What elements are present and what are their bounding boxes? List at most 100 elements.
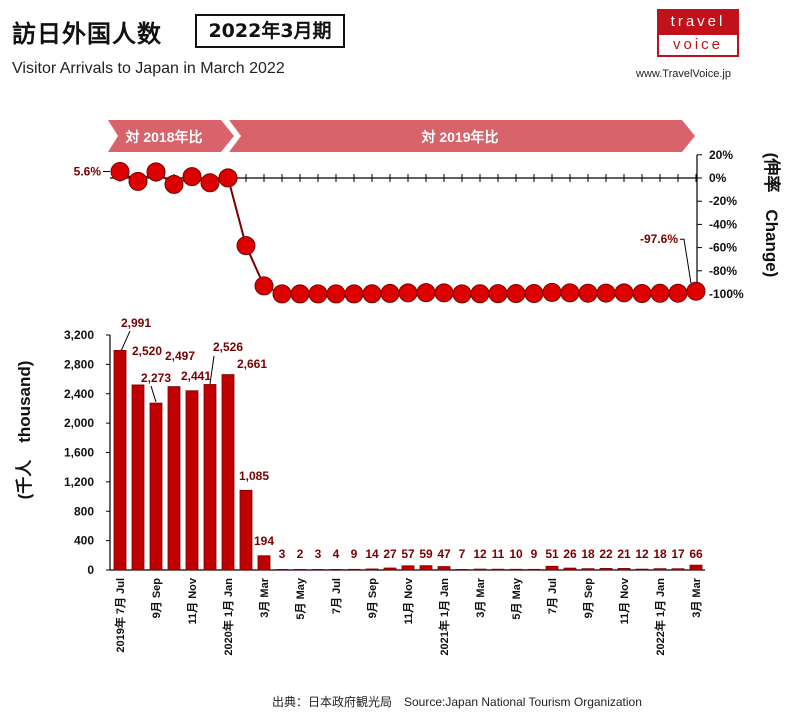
growth-point xyxy=(560,283,580,303)
period-badge: 2022年3月期 xyxy=(195,14,345,48)
bar-y-tick-label: 3,200 xyxy=(64,328,94,342)
bar-x-tick-label: 2019年 7月 Jul xyxy=(113,578,127,653)
visitor-bar xyxy=(401,565,415,571)
travelvoice-logo[interactable]: travel voice xyxy=(657,9,739,57)
data-label-leader xyxy=(150,385,157,403)
bar-data-label: 2,441 xyxy=(181,369,211,383)
visitor-bar xyxy=(131,384,145,571)
growth-annotation: 5.6% xyxy=(74,165,102,179)
bar-x-tick-label: 3月 Mar xyxy=(474,577,487,617)
growth-point xyxy=(128,171,148,191)
visitor-bar xyxy=(365,568,379,571)
growth-point xyxy=(308,284,328,304)
visitor-bar xyxy=(527,568,541,571)
growth-point xyxy=(182,167,202,187)
bar-data-label: 11 xyxy=(492,547,505,561)
bar-data-label: 2 xyxy=(297,547,304,561)
bar-data-label: 2,991 xyxy=(121,316,151,330)
site-url[interactable]: www.TravelVoice.jp xyxy=(636,68,731,80)
bar-x-tick-label: 9月 Sep xyxy=(582,578,595,619)
growth-point xyxy=(236,236,256,256)
bar-x-tick-label: 7月 Jul xyxy=(546,578,559,614)
bar-data-label: 3 xyxy=(315,547,322,561)
bar-data-label: 51 xyxy=(545,547,559,561)
line-y-tick-label: -60% xyxy=(709,241,737,255)
visitor-bar xyxy=(563,567,577,571)
visitor-bar xyxy=(509,568,523,571)
bar-y-tick-label: 2,400 xyxy=(64,387,94,401)
bar-y-tick-label: 0 xyxy=(87,563,94,577)
source-note: 出典：日本政府観光局 Source:Japan National Tourism… xyxy=(272,695,642,709)
bar-data-label: 1,085 xyxy=(239,469,269,483)
visitor-bar xyxy=(293,569,307,571)
visitor-bar xyxy=(599,567,613,571)
bar-x-tick-label: 9月 Sep xyxy=(366,578,379,619)
line-y-tick-label: 20% xyxy=(709,148,733,162)
bar-data-label: 14 xyxy=(365,547,379,561)
growth-point xyxy=(380,283,400,303)
growth-point xyxy=(488,284,508,304)
growth-point xyxy=(200,173,220,193)
visitor-bar xyxy=(275,569,289,571)
bar-data-label: 10 xyxy=(509,547,523,561)
page-subtitle: Visitor Arrivals to Japan in March 2022 xyxy=(12,60,285,77)
growth-point xyxy=(416,283,436,303)
visitor-bar xyxy=(167,386,181,571)
bar-y-tick-label: 800 xyxy=(74,504,94,518)
bar-data-label: 18 xyxy=(653,547,667,561)
data-label-leader xyxy=(120,330,131,352)
bar-x-tick-label: 5月 May xyxy=(510,577,523,619)
bar-data-label: 21 xyxy=(617,547,631,561)
line-y-axis-title: (伸率 Change) xyxy=(762,153,782,278)
bar-x-tick-label: 9月 Sep xyxy=(150,578,163,619)
growth-annotation: -97.6% xyxy=(640,232,678,246)
growth-point xyxy=(434,283,454,303)
data-label-leader xyxy=(209,355,215,385)
visitor-bar xyxy=(149,402,163,571)
growth-point xyxy=(362,284,382,304)
bar-data-label: 2,273 xyxy=(141,371,171,385)
bar-data-label: 47 xyxy=(437,547,451,561)
bar-x-tick-label: 3月 Mar xyxy=(690,577,703,617)
growth-point xyxy=(614,283,634,303)
page-title: 訪日外国人数 xyxy=(12,20,162,48)
annotation-leader xyxy=(680,238,692,284)
ribbon-2018 xyxy=(108,120,234,152)
growth-point xyxy=(632,284,652,304)
growth-point xyxy=(290,284,310,304)
bar-data-label: 22 xyxy=(599,547,613,561)
visitor-bar xyxy=(239,489,253,571)
bar-data-label: 9 xyxy=(351,547,358,561)
bar-data-label: 66 xyxy=(689,547,703,561)
bar-data-label: 18 xyxy=(581,547,595,561)
bar-data-label: 7 xyxy=(459,547,466,561)
bar-x-tick-label: 3月 Mar xyxy=(258,577,271,617)
bar-data-label: 57 xyxy=(401,547,415,561)
growth-point xyxy=(470,284,490,304)
visitor-bar xyxy=(437,566,451,571)
visitor-bar xyxy=(671,568,685,571)
bar-data-label: 27 xyxy=(383,547,397,561)
logo-bottom-text: voice xyxy=(657,35,739,57)
growth-point xyxy=(506,284,526,304)
growth-point xyxy=(110,162,130,182)
ribbon-2018-label: 対 2018年比 xyxy=(124,129,202,145)
bar-x-tick-label: 11月 Nov xyxy=(618,577,631,624)
bar-x-tick-label: 2021年 1月 Jan xyxy=(437,578,451,656)
bar-data-label: 194 xyxy=(254,534,274,548)
visitor-bar xyxy=(203,384,217,571)
visitor-bar xyxy=(455,569,469,571)
bar-x-tick-label: 2020年 1月 Jan xyxy=(221,578,235,656)
visitor-bar xyxy=(473,568,487,571)
growth-point xyxy=(542,282,562,302)
growth-point xyxy=(650,283,670,303)
bar-data-label: 9 xyxy=(531,547,538,561)
bar-x-tick-label: 11月 Nov xyxy=(186,577,199,624)
visitor-bar xyxy=(617,568,631,571)
visitor-bar xyxy=(113,349,127,571)
visitor-bar xyxy=(653,568,667,571)
line-y-tick-label: 0% xyxy=(709,171,727,185)
visitor-bar xyxy=(347,568,361,571)
visitor-bar xyxy=(581,568,595,571)
bar-x-tick-label: 11月 Nov xyxy=(402,577,415,624)
